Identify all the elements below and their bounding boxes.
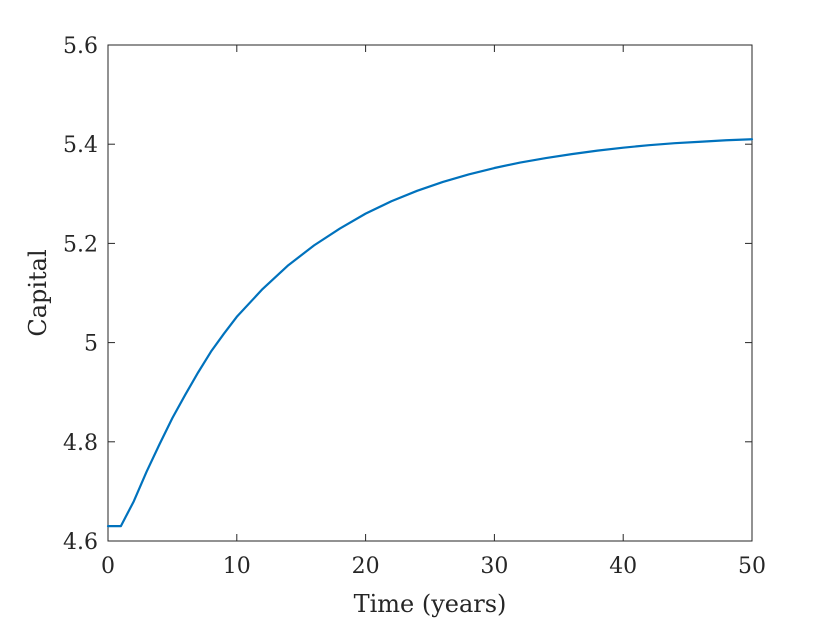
y-tick-label: 5.6: [63, 34, 98, 59]
x-tick-label: 10: [223, 554, 251, 579]
y-tick-label: 5: [84, 332, 98, 357]
y-tick-label: 4.8: [63, 431, 98, 456]
series-layer: [106, 138, 754, 528]
y-tick-label: 4.6: [63, 530, 98, 555]
x-tick-label: 20: [352, 554, 380, 579]
plot-area: [107, 44, 753, 542]
y-tick-label: 5.4: [63, 133, 98, 158]
x-tick-label: 50: [738, 554, 766, 579]
y-axis-label: Capital: [24, 249, 52, 336]
x-tick-label: 0: [101, 554, 115, 579]
x-axis-ticks: 0 10 20 30 40 50: [101, 45, 766, 579]
plot-frame: [107, 44, 753, 542]
series-line: [106, 138, 754, 528]
x-tick-label: 40: [609, 554, 637, 579]
y-axis-ticks: 4.6 4.8 5 5.2 5.4 5.6: [63, 34, 752, 555]
y-tick-label: 5.2: [63, 232, 98, 257]
x-tick-label: 30: [480, 554, 508, 579]
x-axis-label: Time (years): [354, 590, 507, 618]
